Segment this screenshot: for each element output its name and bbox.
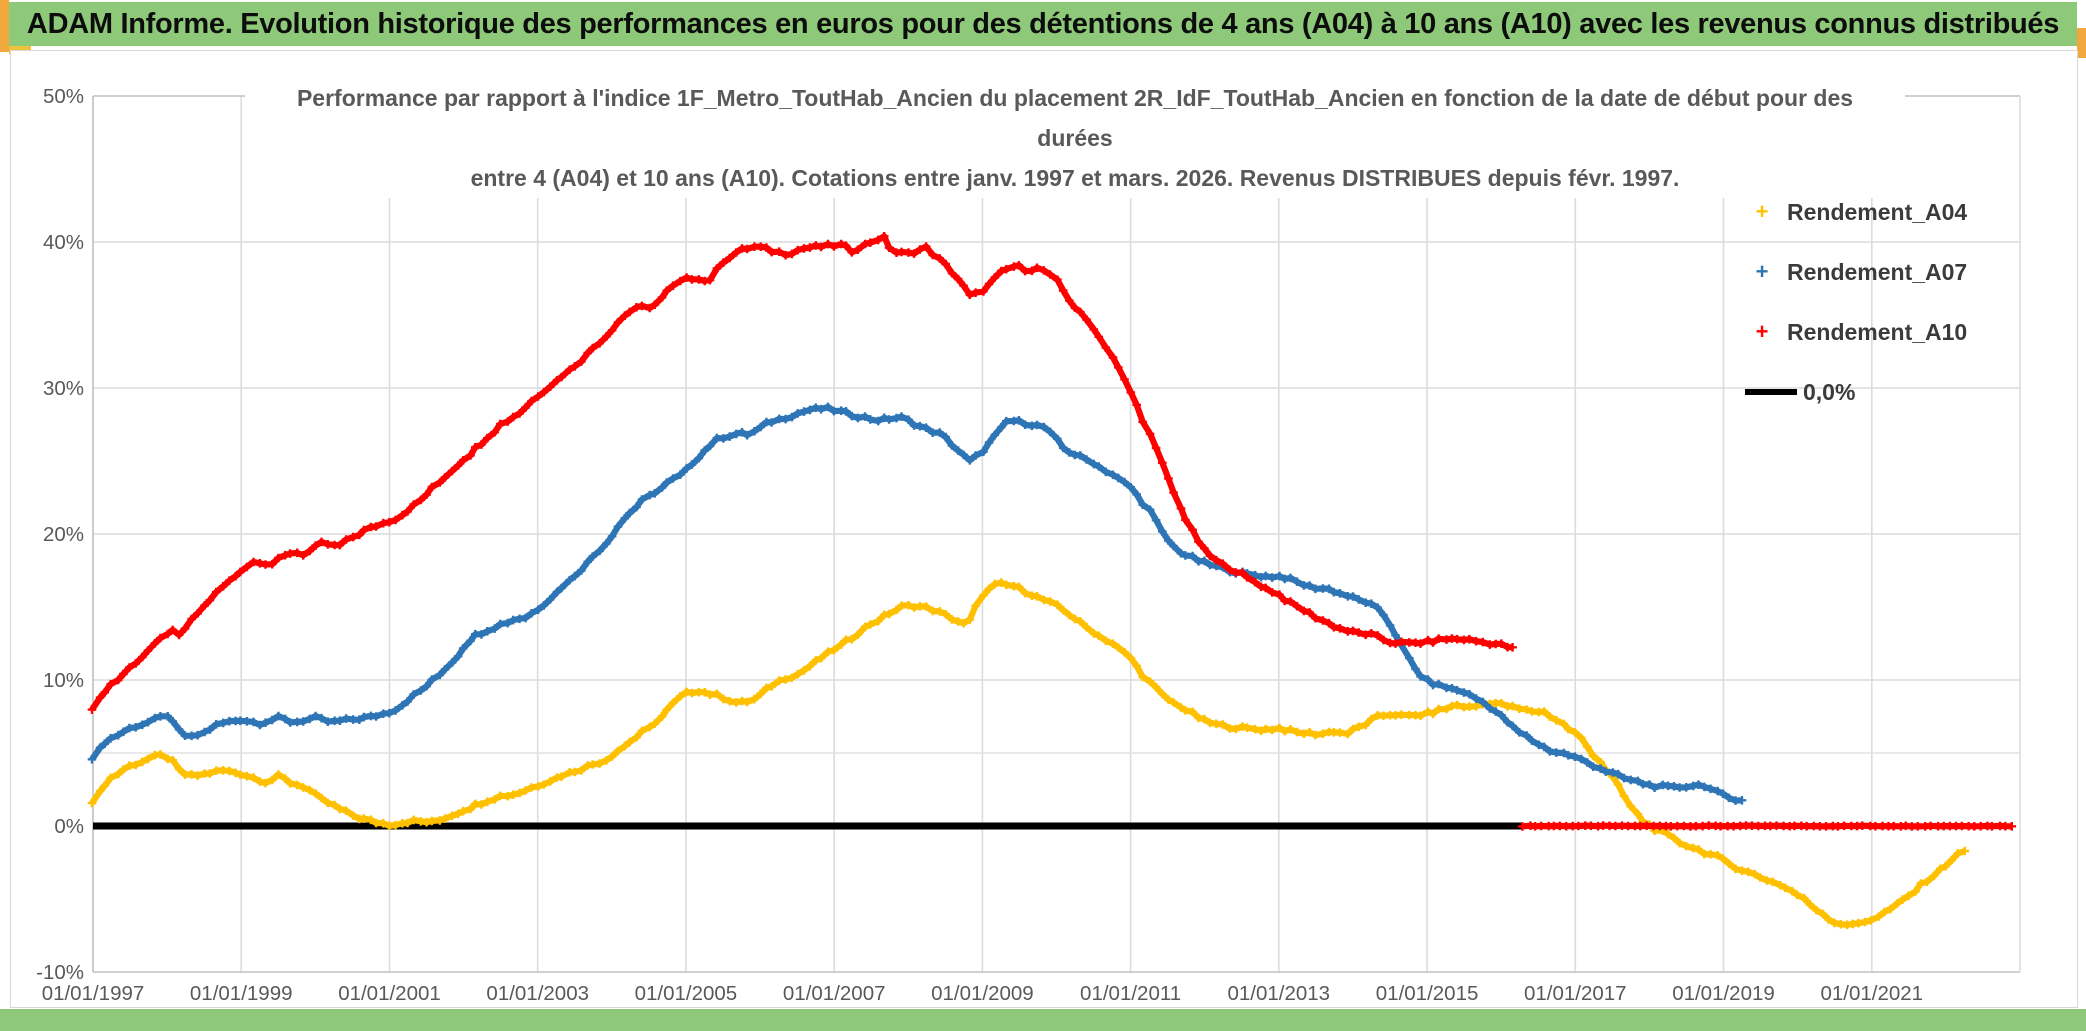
series-rendement_a10-zero-extension: [1518, 821, 2017, 831]
chart-title: Performance par rapport à l'indice 1F_Me…: [245, 78, 1905, 198]
right-gold-tab: [2077, 28, 2086, 58]
legend-label: Rendement_A07: [1787, 258, 1968, 285]
y-tick-label: 50%: [43, 85, 84, 108]
series-rendement_a07: [87, 402, 1747, 805]
legend-item-rendement_a07[interactable]: + Rendement_A07: [1745, 242, 1968, 302]
y-tick-label: 20%: [43, 523, 84, 546]
left-gold-strip: [0, 0, 9, 52]
x-tick-label: 01/01/2003: [486, 982, 589, 1005]
y-tick-label: 10%: [43, 669, 84, 692]
y-tick-label: 30%: [43, 377, 84, 400]
y-tick-label: 0%: [54, 815, 84, 838]
bottom-green-bar: [0, 1009, 2086, 1031]
plus-marker-icon: +: [1755, 259, 1769, 284]
x-tick-label: 01/01/2005: [635, 982, 738, 1005]
chart-title-line-1: Performance par rapport à l'indice 1F_Me…: [296, 85, 1854, 111]
legend-label: Rendement_A04: [1787, 198, 1968, 225]
x-tick-label: 01/01/1999: [190, 982, 293, 1005]
y-tick-label: -10%: [36, 961, 84, 984]
chart-legend: + Rendement_A04 + Rendement_A07 + Rendement_A…: [1745, 182, 1967, 422]
legend-label: 0,0%: [1803, 378, 1856, 405]
x-tick-label: 01/01/2011: [1080, 982, 1181, 1005]
legend-label: Rendement_A10: [1787, 318, 1968, 345]
legend-item-zero-line[interactable]: 0,0%: [1745, 362, 1967, 422]
x-tick-label: 01/01/2013: [1227, 982, 1330, 1005]
legend-item-rendement_a04[interactable]: + Rendement_A04: [1745, 182, 1968, 242]
x-tick-label: 01/01/2017: [1524, 982, 1627, 1005]
plus-marker-icon: +: [1755, 319, 1769, 344]
x-tick-label: 01/01/2015: [1376, 982, 1479, 1005]
x-tick-label: 01/01/2021: [1820, 982, 1923, 1005]
x-tick-label: 01/01/2009: [931, 982, 1034, 1005]
chart-area[interactable]: [10, 50, 2078, 1008]
x-tick-label: 01/01/1997: [42, 982, 145, 1005]
chart-title-line-3: entre 4 (A04) et 10 ans (A10). Cotations…: [470, 165, 1680, 191]
x-tick-label: 01/01/2019: [1672, 982, 1775, 1005]
x-tick-label: 01/01/2007: [783, 982, 886, 1005]
y-tick-label: 40%: [43, 231, 84, 254]
legend-item-rendement_a10[interactable]: + Rendement_A10: [1745, 302, 1968, 362]
header-title: ADAM Informe. Evolution historique des p…: [26, 7, 2060, 40]
header-bar: ADAM Informe. Evolution historique des p…: [9, 2, 2077, 46]
x-tick-label: 01/01/2001: [338, 982, 441, 1005]
series-rendement_a10: [87, 232, 1517, 714]
chart-title-line-2: durées: [1037, 125, 1113, 151]
line-marker-icon: [1745, 389, 1797, 395]
plus-marker-icon: +: [1755, 199, 1769, 224]
